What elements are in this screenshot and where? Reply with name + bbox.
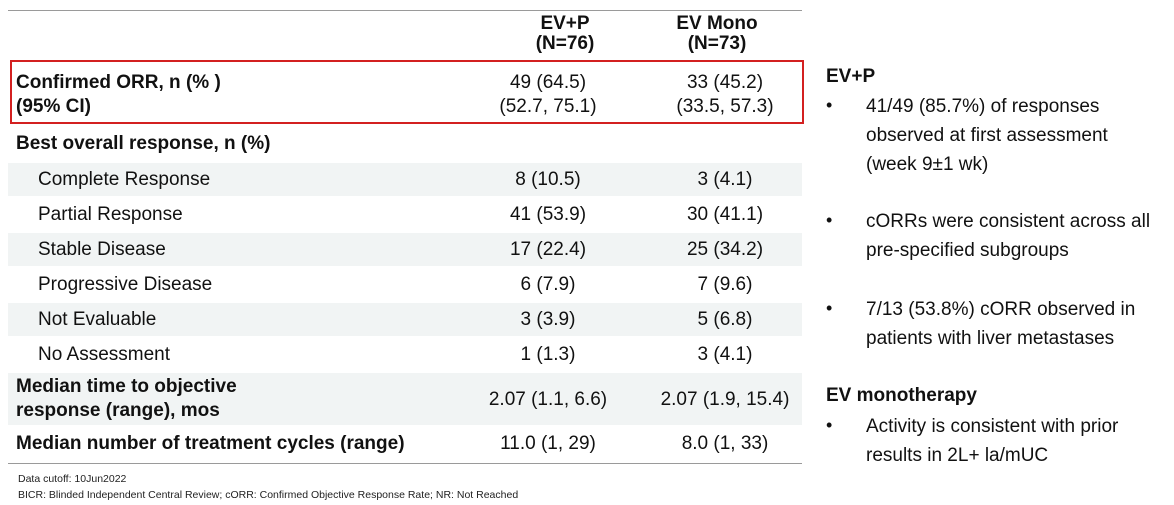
cycles-ev-p: 11.0 (1, 29)	[500, 433, 596, 454]
evp-bullet-3: • 7/13 (53.8%) cORR observed in patients…	[826, 295, 1166, 355]
bullet-icon: •	[826, 415, 833, 435]
row-label: No Assessment	[38, 344, 170, 365]
row-label: Partial Response	[38, 204, 183, 225]
bullet-line: cORRs were consistent across all	[866, 211, 1151, 232]
table-row: No Assessment 1 (1.3) 3 (4.1)	[8, 338, 802, 371]
row-ev-p: 3 (3.9)	[520, 309, 576, 330]
bullet-line: observed at first assessment	[866, 125, 1108, 146]
bullet-icon: •	[826, 298, 833, 318]
row-ev-p: 8 (10.5)	[515, 169, 581, 190]
row-label: Stable Disease	[38, 239, 166, 260]
row-ev-mono: 3 (4.1)	[697, 169, 753, 190]
ev-heading: EV monotherapy	[826, 385, 977, 406]
orr-highlight-box	[10, 60, 804, 124]
column-header-name: EV Mono	[676, 13, 758, 34]
footnote-cutoff: Data cutoff: 10Jun2022	[18, 473, 127, 485]
evp-summary: EV+P	[826, 66, 1166, 88]
bullet-line: patients with liver metastases	[866, 328, 1115, 349]
bullet-line: (week 9±1 wk)	[866, 154, 989, 175]
table-row-bor-header: Best overall response, n (%)	[8, 130, 802, 158]
table-row: Progressive Disease 6 (7.9) 7 (9.6)	[8, 268, 802, 301]
cycles-ev-mono: 8.0 (1, 33)	[681, 433, 769, 454]
table-row-time-to-response: Median time to objective response (range…	[8, 373, 802, 425]
orr-label: Confirmed ORR, n (% )	[16, 72, 221, 93]
column-header-ev-mono: EV Mono (N=73)	[642, 14, 792, 54]
bor-header: Best overall response, n (%)	[16, 133, 271, 154]
evp-bullet-1: • 41/49 (85.7%) of responses observed at…	[826, 92, 1166, 182]
row-ev-p: 6 (7.9)	[520, 274, 576, 295]
bullet-line: Activity is consistent with prior	[866, 416, 1119, 437]
ttr-label-line2: response (range), mos	[16, 400, 220, 421]
orr-ev-p-ci: (52.7, 75.1)	[499, 96, 597, 117]
bullet-icon: •	[826, 210, 833, 230]
table-top-rule	[8, 10, 802, 11]
column-header-n: (N=73)	[687, 33, 747, 54]
row-ev-mono: 30 (41.1)	[686, 204, 764, 225]
bullet-line: 7/13 (53.8%) cORR observed in	[866, 299, 1136, 320]
footnote-abbreviations: BICR: Blinded Independent Central Review…	[18, 489, 519, 501]
orr-ci-label: (95% CI)	[16, 96, 91, 117]
orr-ev-p-value: 49 (64.5)	[509, 72, 587, 93]
ttr-label-line1: Median time to objective	[16, 376, 237, 397]
ttr-ev-mono: 2.07 (1.9, 15.4)	[660, 389, 790, 410]
row-ev-mono: 3 (4.1)	[697, 344, 753, 365]
evp-bullet-2: • cORRs were consistent across all pre-s…	[826, 207, 1166, 267]
row-ev-p: 17 (22.4)	[509, 239, 587, 260]
row-ev-mono: 7 (9.6)	[697, 274, 753, 295]
row-ev-p: 1 (1.3)	[520, 344, 576, 365]
evp-heading: EV+P	[826, 66, 876, 87]
cycles-label: Median number of treatment cycles (range…	[16, 433, 405, 454]
ev-bullet-1: • Activity is consistent with prior resu…	[826, 412, 1166, 472]
row-ev-mono: 25 (34.2)	[686, 239, 764, 260]
table-row: Complete Response 8 (10.5) 3 (4.1)	[8, 163, 802, 196]
table-row-orr: Confirmed ORR, n (% ) (95% CI) 49 (64.5)…	[8, 62, 802, 124]
table-bottom-rule	[8, 463, 802, 464]
column-header-n: (N=76)	[535, 33, 595, 54]
bullet-line: 41/49 (85.7%) of responses	[866, 96, 1100, 117]
ev-summary: EV monotherapy	[826, 385, 1166, 407]
orr-ev-mono-ci: (33.5, 57.3)	[676, 96, 774, 117]
bullet-line: pre-specified subgroups	[866, 240, 1069, 261]
row-ev-p: 41 (53.9)	[509, 204, 587, 225]
row-label: Complete Response	[38, 169, 211, 190]
bullet-icon: •	[826, 95, 833, 115]
row-label: Not Evaluable	[38, 309, 157, 330]
bullet-line: results in 2L+ la/mUC	[866, 445, 1049, 466]
ttr-ev-p: 2.07 (1.1, 6.6)	[488, 389, 608, 410]
table-row: Not Evaluable 3 (3.9) 5 (6.8)	[8, 303, 802, 336]
orr-ev-mono-value: 33 (45.2)	[686, 72, 764, 93]
column-header-ev-p: EV+P (N=76)	[490, 14, 640, 54]
row-ev-mono: 5 (6.8)	[697, 309, 753, 330]
table-row-cycles: Median number of treatment cycles (range…	[8, 428, 802, 461]
table-row: Stable Disease 17 (22.4) 25 (34.2)	[8, 233, 802, 266]
row-label: Progressive Disease	[38, 274, 213, 295]
table-row: Partial Response 41 (53.9) 30 (41.1)	[8, 198, 802, 231]
column-header-name: EV+P	[540, 13, 590, 34]
